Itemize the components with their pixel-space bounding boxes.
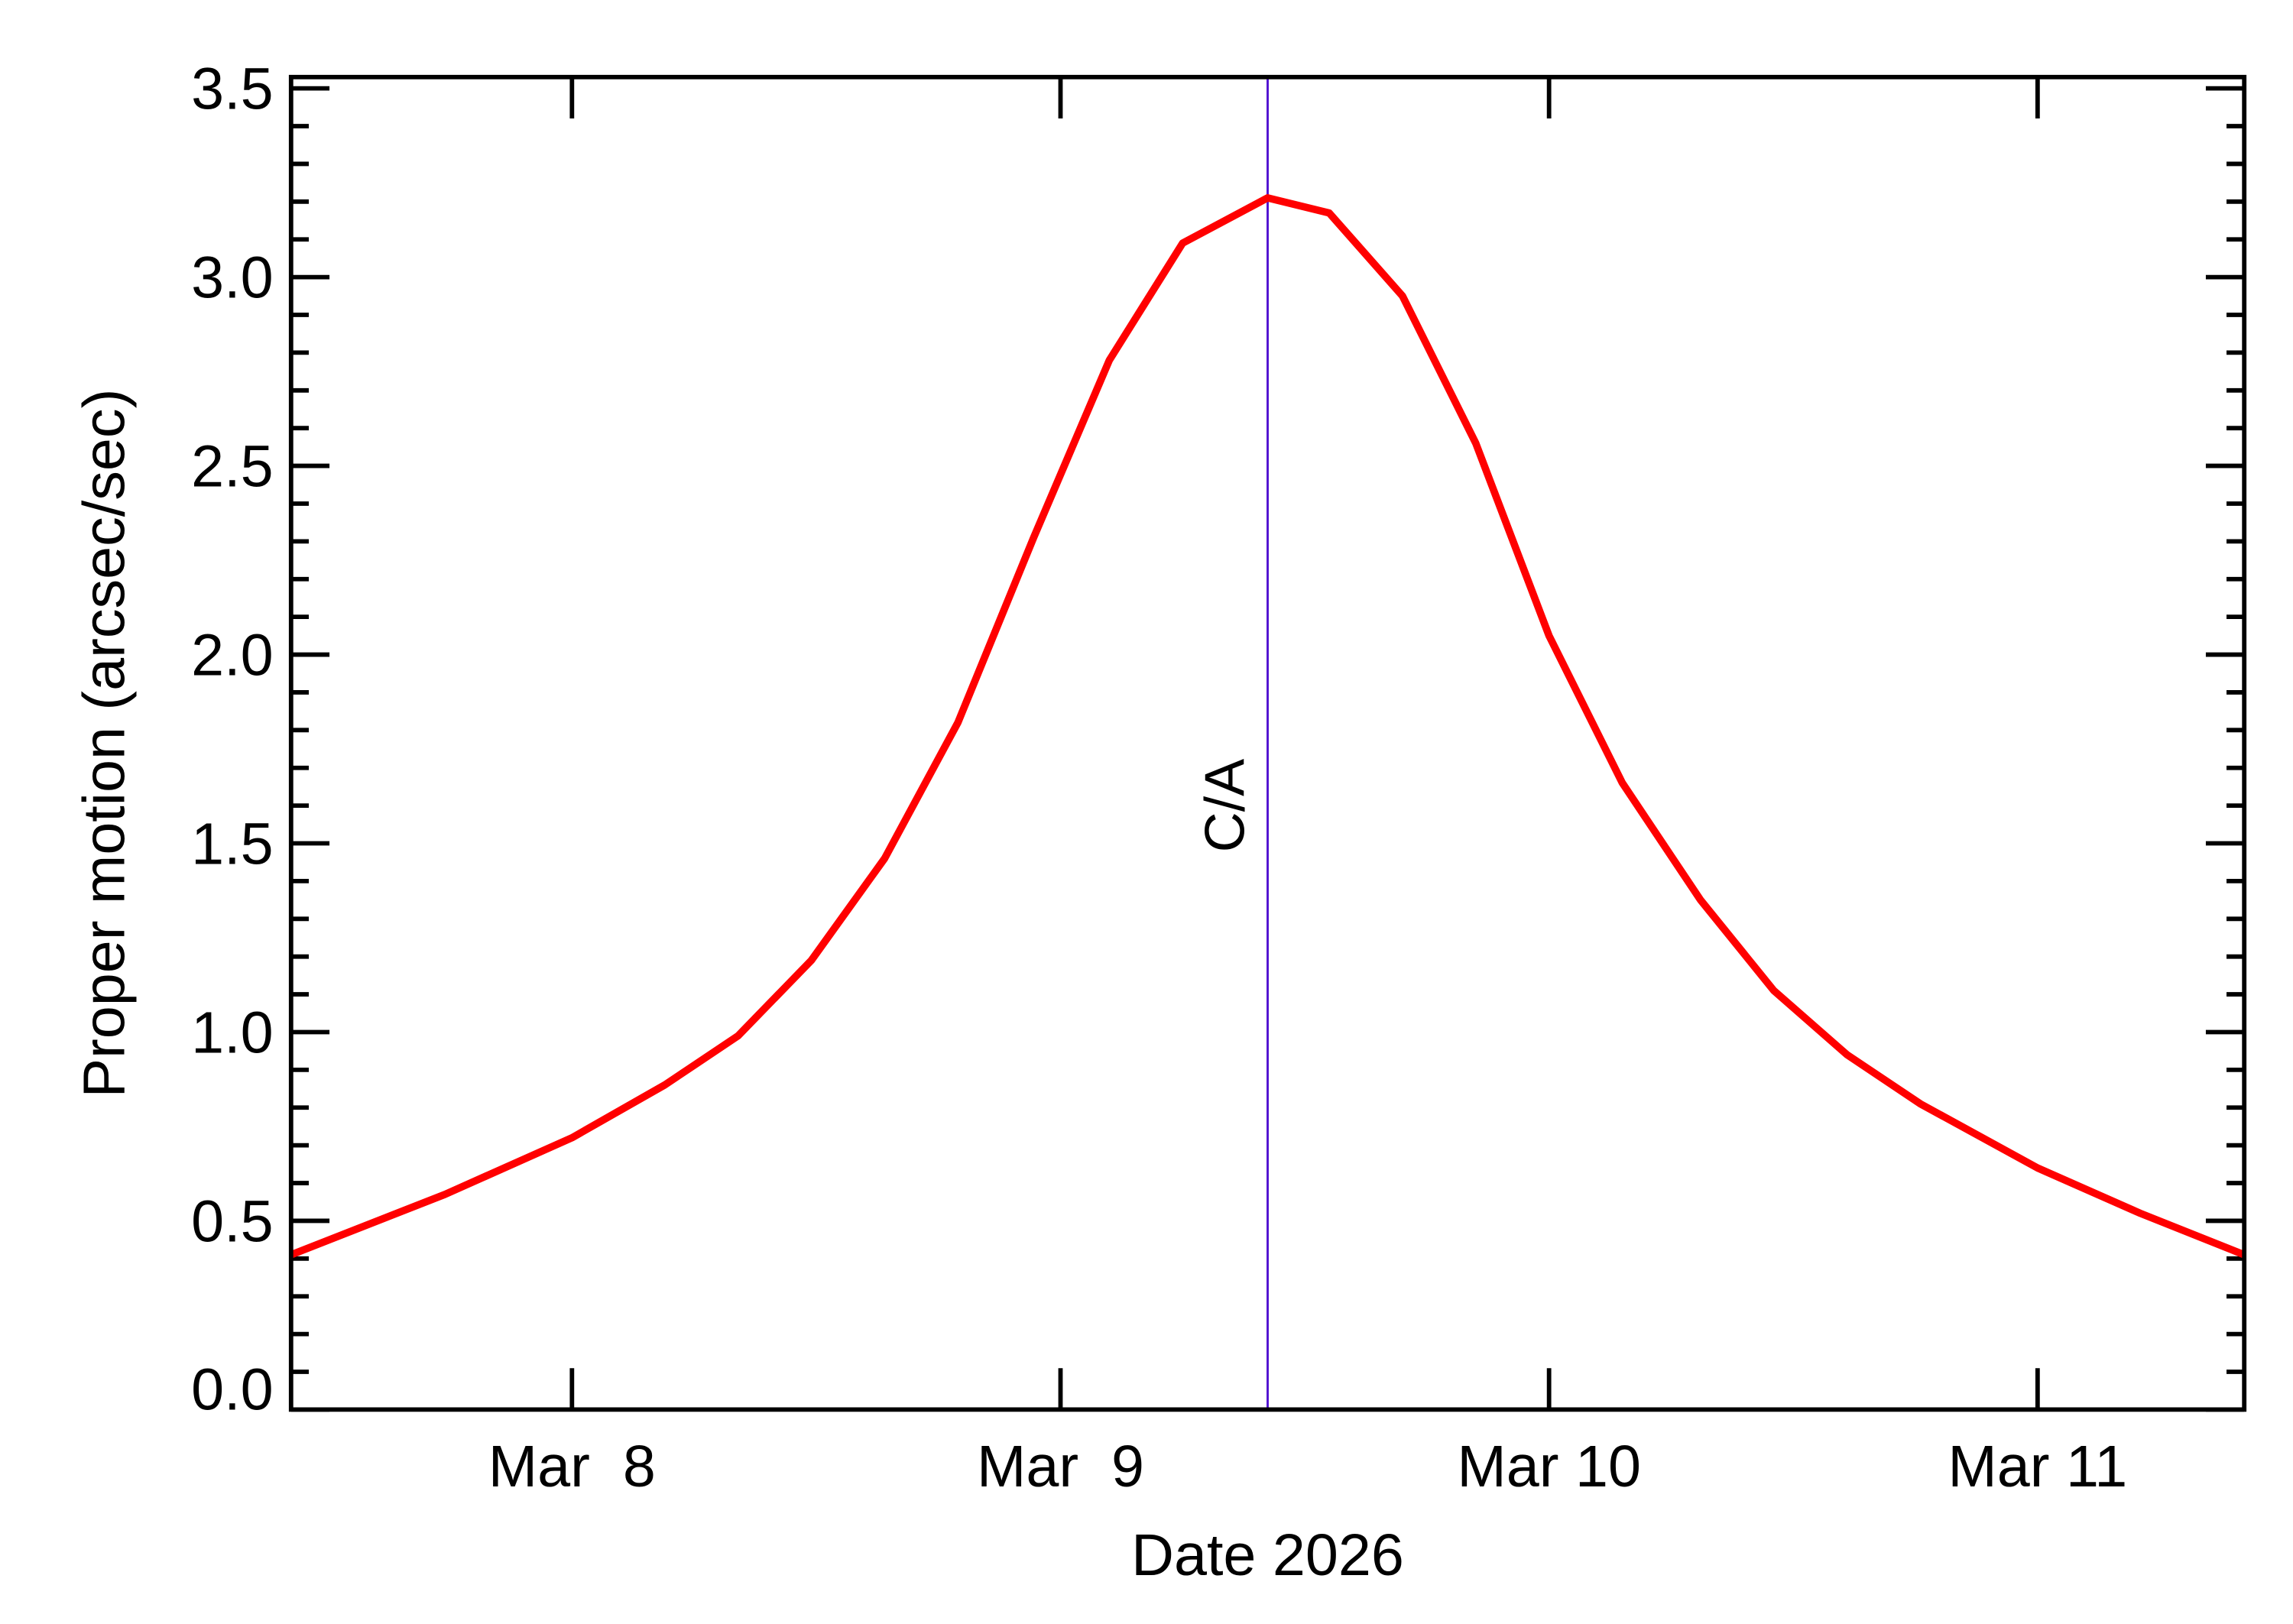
x-tick-label: Mar 8	[488, 1434, 656, 1499]
y-tick-label: 0.5	[191, 1188, 273, 1254]
plot-frame	[288, 74, 2247, 1412]
x-tick-label: Mar 10	[1457, 1434, 1641, 1499]
y-tick-label: 0.0	[191, 1357, 273, 1422]
y-tick-label: 1.5	[191, 812, 273, 877]
y-tick-label: 3.5	[191, 57, 273, 122]
x-tick-label: Mar 9	[977, 1434, 1144, 1499]
y-tick-label: 3.0	[191, 245, 273, 311]
y-tick-label: 2.0	[191, 623, 273, 689]
y-axis-label: Proper motion (arcsec/sec)	[71, 389, 137, 1098]
closest-approach-label: C/A	[1194, 759, 1257, 852]
x-axis-label: Date 2026	[1131, 1522, 1404, 1588]
y-tick-label: 1.0	[191, 1000, 273, 1066]
data-line	[290, 194, 2246, 1259]
x-tick-label: Mar 11	[1948, 1434, 2127, 1499]
y-tick-label: 2.5	[191, 434, 273, 500]
